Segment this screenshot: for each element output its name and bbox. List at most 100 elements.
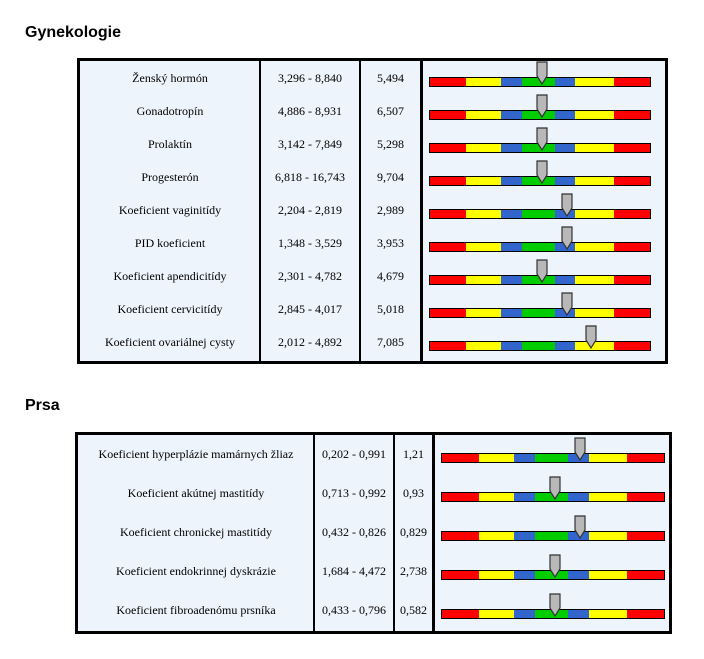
measured-value: 7,085 <box>377 335 404 350</box>
marker-arrow-icon <box>561 193 573 217</box>
range-gauge <box>421 193 665 228</box>
marker-arrow-icon <box>536 160 548 184</box>
gauge-segment <box>534 454 568 462</box>
gauge-segment <box>613 309 650 317</box>
gauge-segment <box>575 243 614 251</box>
marker-arrow-icon <box>536 61 548 85</box>
normal-range: 3,296 - 8,840 <box>278 71 342 86</box>
parameter-name: Koeficient vaginitídy <box>118 203 222 218</box>
gauge-segment <box>466 210 502 218</box>
gauge-segment <box>466 78 502 86</box>
gauge-bar <box>429 341 651 351</box>
normal-range: 0,713 - 0,992 <box>322 486 386 501</box>
gauge-segment <box>466 276 502 284</box>
column-divider <box>259 61 261 361</box>
gauge-segment <box>478 454 514 462</box>
measured-value: 5,018 <box>377 302 404 317</box>
range-gauge <box>421 226 665 261</box>
parameter-name: Prolaktín <box>148 137 192 152</box>
gauge-bar <box>429 308 651 318</box>
measured-value: 0,93 <box>403 486 424 501</box>
gauge-segment <box>588 610 628 618</box>
parameter-name: Koeficient hyperplázie mamárnych žliaz <box>98 447 294 462</box>
gauge-segment <box>575 276 614 284</box>
gauge-segment <box>588 493 628 501</box>
gauge-segment <box>513 571 535 579</box>
measured-value: 0,582 <box>400 603 427 618</box>
gauge-segment <box>588 571 628 579</box>
gauge-segment <box>534 532 568 540</box>
gauge-segment <box>513 454 535 462</box>
parameter-name: PID koeficient <box>134 236 206 251</box>
gauge-segment <box>466 243 502 251</box>
gauge-segment <box>442 532 479 540</box>
table-row: Koeficient endokrinnej dyskrázie 1,684 - … <box>78 553 669 592</box>
normal-range: 2,845 - 4,017 <box>278 302 342 317</box>
gauge-bar <box>429 242 651 252</box>
gauge-segment <box>501 309 522 317</box>
gauge-segment <box>442 610 479 618</box>
gauge-segment <box>554 342 576 350</box>
column-divider <box>313 435 315 631</box>
table-row: Progesterón 6,818 - 16,743 9,704 <box>80 160 665 195</box>
parameter-name: Progesterón <box>141 170 199 185</box>
measured-value: 5,298 <box>377 137 404 152</box>
gauge-segment <box>575 177 614 185</box>
gauge-segment <box>430 309 467 317</box>
gauge-segment <box>501 342 522 350</box>
gauge-segment <box>430 342 467 350</box>
normal-range: 6,818 - 16,743 <box>275 170 345 185</box>
marker-arrow-icon <box>561 292 573 316</box>
gauge-segment <box>521 309 555 317</box>
gauge-segment <box>466 309 502 317</box>
table-row: Koeficient vaginitídy 2,204 - 2,819 2,989 <box>80 193 665 228</box>
gauge-segment <box>613 210 650 218</box>
gauge-segment <box>442 571 479 579</box>
gauge-segment <box>627 454 664 462</box>
gauge-bar <box>429 209 651 219</box>
gauge-segment <box>501 78 522 86</box>
table-row: Koeficient apendicitídy 2,301 - 4,782 4,67… <box>80 259 665 294</box>
gauge-bar <box>441 453 665 463</box>
normal-range: 2,204 - 2,819 <box>278 203 342 218</box>
measured-value: 2,989 <box>377 203 404 218</box>
gauge-segment <box>554 177 576 185</box>
gauge-segment <box>575 111 614 119</box>
gauge-segment <box>575 210 614 218</box>
range-gauge <box>421 61 665 96</box>
gauge-segment <box>501 144 522 152</box>
range-gauge <box>421 160 665 195</box>
measured-value: 1,21 <box>403 447 424 462</box>
gauge-segment <box>501 276 522 284</box>
gauge-segment <box>575 144 614 152</box>
marker-arrow-icon <box>574 437 586 461</box>
range-gauge <box>433 514 669 553</box>
normal-range: 1,348 - 3,529 <box>278 236 342 251</box>
gauge-segment <box>613 144 650 152</box>
marker-arrow-icon <box>549 476 561 500</box>
gauge-segment <box>613 243 650 251</box>
gauge-segment <box>554 276 576 284</box>
gauge-segment <box>613 342 650 350</box>
marker-arrow-icon <box>574 515 586 539</box>
gauge-segment <box>430 78 467 86</box>
section-title: Gynekologie <box>25 24 122 41</box>
results-table: Ženský hormón 3,296 - 8,840 5,494 Gonadotro… <box>77 58 668 364</box>
marker-arrow-icon <box>536 127 548 151</box>
gauge-segment <box>627 493 664 501</box>
gauge-segment <box>534 571 568 579</box>
gauge-segment <box>521 144 555 152</box>
gauge-segment <box>575 78 614 86</box>
gauge-segment <box>575 342 614 350</box>
parameter-name: Koeficient fibroadenómu prsníka <box>116 603 276 618</box>
results-table: Koeficient hyperplázie mamárnych žliaz 0,… <box>75 432 672 634</box>
column-divider <box>393 435 395 631</box>
gauge-segment <box>513 532 535 540</box>
gauge-segment <box>442 454 479 462</box>
gauge-segment <box>466 342 502 350</box>
normal-range: 1,684 - 4,472 <box>322 564 386 579</box>
gauge-segment <box>613 177 650 185</box>
gauge-bar <box>441 531 665 541</box>
gauge-segment <box>627 532 664 540</box>
gauge-segment <box>430 243 467 251</box>
